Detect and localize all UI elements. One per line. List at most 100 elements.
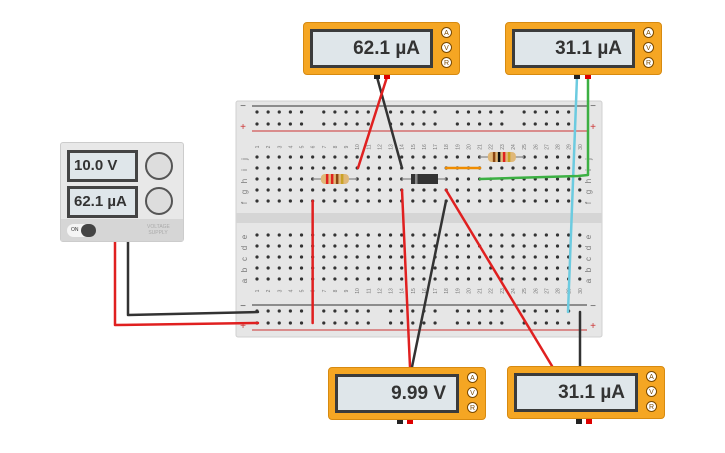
hole[interactable] bbox=[388, 155, 393, 159]
hole[interactable] bbox=[277, 155, 281, 159]
hole[interactable] bbox=[455, 277, 459, 281]
hole[interactable] bbox=[455, 266, 459, 270]
mode-amp-button[interactable]: A bbox=[467, 372, 478, 383]
hole[interactable] bbox=[567, 155, 571, 159]
hole[interactable] bbox=[344, 166, 348, 170]
hole[interactable] bbox=[288, 166, 292, 170]
hole[interactable] bbox=[433, 166, 437, 170]
rail-hole[interactable] bbox=[455, 122, 459, 126]
rail-hole[interactable] bbox=[355, 321, 359, 325]
multimeter[interactable]: 62.1 µA A V R bbox=[303, 22, 460, 75]
rail-hole[interactable] bbox=[333, 110, 337, 114]
hole[interactable] bbox=[478, 199, 482, 203]
rail-hole[interactable] bbox=[322, 309, 326, 313]
hole[interactable] bbox=[333, 199, 337, 203]
rail-hole[interactable] bbox=[411, 110, 415, 114]
rail-hole[interactable] bbox=[555, 122, 560, 126]
hole[interactable] bbox=[333, 188, 337, 192]
rail-hole[interactable] bbox=[489, 110, 493, 114]
hole[interactable] bbox=[355, 155, 359, 159]
hole[interactable] bbox=[311, 166, 315, 170]
rail-hole[interactable] bbox=[533, 110, 537, 114]
hole[interactable] bbox=[511, 266, 515, 270]
wire-red[interactable] bbox=[113, 227, 260, 327]
rail-hole[interactable] bbox=[266, 122, 270, 126]
hole[interactable] bbox=[489, 255, 493, 259]
probe-terminal[interactable] bbox=[384, 73, 390, 79]
rail-hole[interactable] bbox=[411, 309, 415, 313]
rail-hole[interactable] bbox=[255, 122, 259, 126]
hole[interactable] bbox=[489, 199, 493, 203]
rail-hole[interactable] bbox=[411, 122, 415, 126]
hole[interactable] bbox=[544, 199, 548, 203]
rail-hole[interactable] bbox=[533, 309, 537, 313]
hole[interactable] bbox=[255, 266, 259, 270]
hole[interactable] bbox=[366, 233, 370, 237]
rail-hole[interactable] bbox=[277, 122, 281, 126]
rail-hole[interactable] bbox=[533, 122, 537, 126]
hole[interactable] bbox=[555, 177, 560, 181]
hole[interactable] bbox=[344, 233, 348, 237]
hole[interactable] bbox=[466, 255, 471, 259]
hole[interactable] bbox=[366, 155, 370, 159]
probe-terminal[interactable] bbox=[407, 418, 413, 424]
hole[interactable] bbox=[322, 199, 326, 203]
mode-amp-button[interactable]: A bbox=[441, 27, 452, 38]
hole[interactable] bbox=[455, 199, 459, 203]
hole[interactable] bbox=[411, 266, 415, 270]
rail-hole[interactable] bbox=[422, 321, 426, 325]
hole[interactable] bbox=[377, 188, 382, 192]
hole[interactable] bbox=[377, 233, 382, 237]
rail-hole[interactable] bbox=[500, 321, 504, 325]
hole[interactable] bbox=[466, 188, 471, 192]
hole[interactable] bbox=[333, 277, 337, 281]
hole[interactable] bbox=[277, 277, 281, 281]
hole[interactable] bbox=[288, 266, 292, 270]
hole[interactable] bbox=[400, 155, 404, 159]
hole[interactable] bbox=[489, 277, 493, 281]
hole[interactable] bbox=[433, 188, 437, 192]
hole[interactable] bbox=[522, 199, 526, 203]
hole[interactable] bbox=[388, 266, 393, 270]
rail-hole[interactable] bbox=[388, 110, 393, 114]
hole[interactable] bbox=[544, 166, 548, 170]
hole[interactable] bbox=[288, 233, 292, 237]
hole[interactable] bbox=[466, 199, 471, 203]
hole[interactable] bbox=[255, 233, 259, 237]
hole[interactable] bbox=[277, 244, 281, 248]
hole[interactable] bbox=[567, 188, 571, 192]
hole[interactable] bbox=[266, 233, 270, 237]
hole[interactable] bbox=[500, 233, 504, 237]
hole[interactable] bbox=[255, 199, 259, 203]
rail-hole[interactable] bbox=[344, 122, 348, 126]
hole[interactable] bbox=[388, 277, 393, 281]
rail-hole[interactable] bbox=[266, 321, 270, 325]
hole[interactable] bbox=[444, 266, 448, 270]
hole[interactable] bbox=[377, 199, 382, 203]
hole[interactable] bbox=[555, 233, 560, 237]
hole[interactable] bbox=[411, 277, 415, 281]
wire-cyan[interactable] bbox=[566, 75, 579, 314]
hole[interactable] bbox=[344, 155, 348, 159]
hole[interactable] bbox=[344, 244, 348, 248]
hole[interactable] bbox=[388, 255, 393, 259]
rail-hole[interactable] bbox=[422, 122, 426, 126]
hole[interactable] bbox=[266, 277, 270, 281]
multimeter[interactable]: 31.1 µA A V R bbox=[507, 366, 665, 419]
hole[interactable] bbox=[299, 255, 304, 259]
hole[interactable] bbox=[522, 166, 526, 170]
rail-hole[interactable] bbox=[455, 110, 459, 114]
hole[interactable] bbox=[533, 155, 537, 159]
hole[interactable] bbox=[288, 155, 292, 159]
hole[interactable] bbox=[555, 166, 560, 170]
rail-hole[interactable] bbox=[522, 309, 526, 313]
rail-hole[interactable] bbox=[478, 321, 482, 325]
hole[interactable] bbox=[544, 155, 548, 159]
hole[interactable] bbox=[455, 155, 459, 159]
rail-hole[interactable] bbox=[555, 110, 560, 114]
hole[interactable] bbox=[555, 155, 560, 159]
hole[interactable] bbox=[522, 266, 526, 270]
hole[interactable] bbox=[578, 266, 582, 270]
rail-hole[interactable] bbox=[388, 309, 393, 313]
hole[interactable] bbox=[344, 255, 348, 259]
